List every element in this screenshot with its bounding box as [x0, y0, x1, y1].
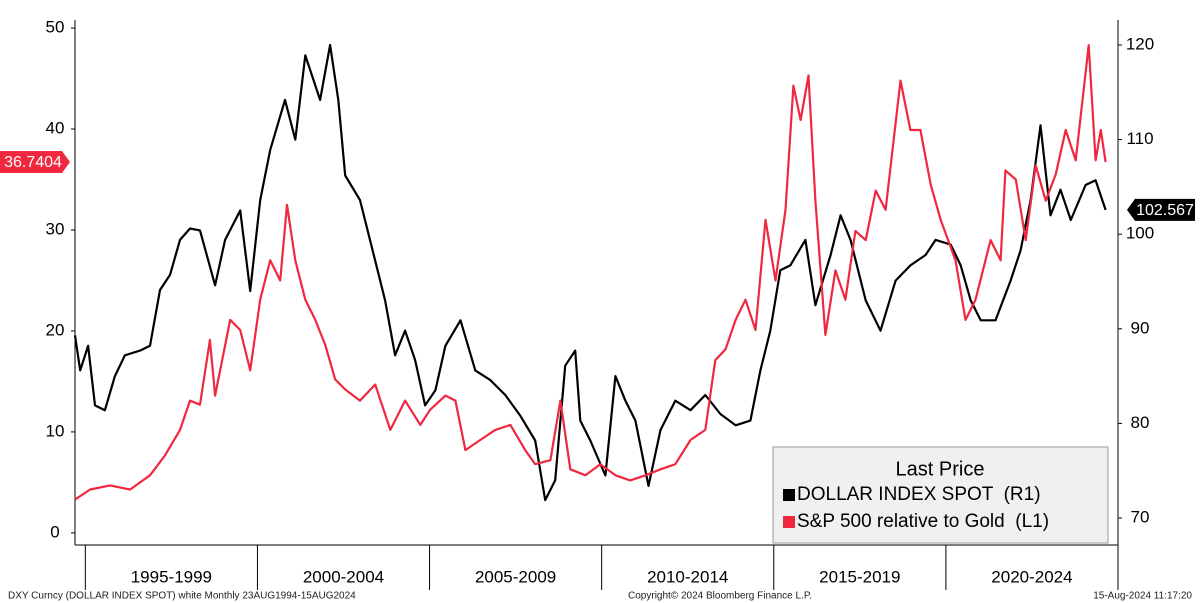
y-tick-label: 50 — [46, 18, 65, 37]
legend-swatch — [783, 516, 795, 528]
last-value-tag — [0, 150, 70, 173]
x-band-label: 1995-1999 — [131, 567, 212, 586]
y-tick-label: 0 — [50, 522, 59, 541]
series-line — [73, 43, 1107, 502]
legend-label: S&P 500 relative to Gold (L1) — [797, 511, 1049, 532]
y-tick-label: 30 — [46, 219, 65, 238]
footer-left: DXY Curncy (DOLLAR INDEX SPOT) white Mon… — [8, 591, 356, 602]
y-tick-label: 40 — [46, 119, 65, 138]
x-band-label: 2020-2024 — [991, 567, 1072, 586]
y-tick-label: 20 — [46, 320, 65, 339]
last-value-tag — [1127, 198, 1195, 221]
y2-tick-label: 100 — [1126, 224, 1154, 243]
x-band-label: 2015-2019 — [819, 567, 900, 586]
x-band-label: 2000-2004 — [303, 567, 384, 586]
y2-tick-label: 120 — [1126, 34, 1154, 53]
y2-tick-label: 90 — [1131, 318, 1150, 337]
x-band-label: 2005-2009 — [475, 567, 556, 586]
last-value-label: 36.7404 — [4, 154, 62, 171]
y-tick-label: 10 — [46, 421, 65, 440]
legend-title: Last Price — [896, 458, 985, 480]
lines — [73, 43, 1107, 502]
footer-right: 15-Aug-2024 11:17:20 — [1093, 591, 1192, 602]
legend-box — [772, 446, 1109, 544]
footer-center: Copyright© 2024 Bloomberg Finance L.P. — [628, 591, 812, 602]
legend-label: DOLLAR INDEX SPOT (R1) — [797, 484, 1041, 505]
y2-tick-label: 110 — [1126, 129, 1153, 148]
legend-swatch — [783, 489, 795, 501]
y2-tick-label: 80 — [1131, 413, 1150, 432]
x-band-label: 2010-2014 — [647, 567, 728, 586]
series-line — [74, 44, 1107, 501]
last-value-label: 102.567 — [1136, 202, 1194, 219]
y2-tick-label: 70 — [1131, 508, 1150, 527]
x-bands: 0 10 20 30 40 50 70 80 90 100 110 120 1995-1999 2000-… — [46, 18, 1154, 590]
